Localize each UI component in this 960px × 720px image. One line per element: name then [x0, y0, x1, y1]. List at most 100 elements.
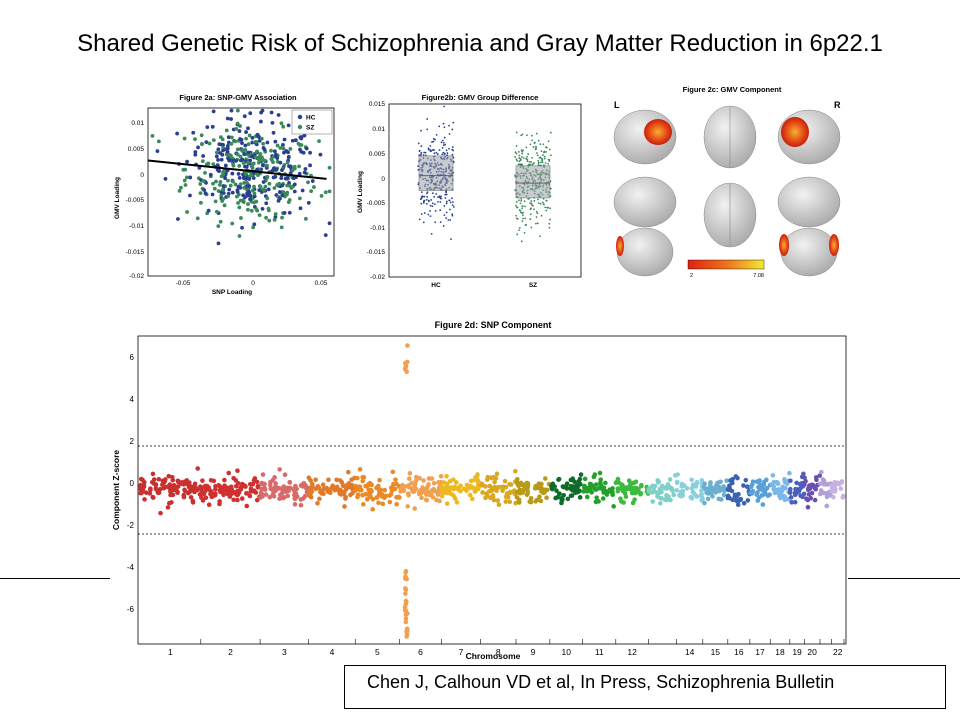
scatter-point-hc: [245, 193, 250, 198]
snp-point-chr13: [651, 488, 657, 494]
snp-point-chr3: [268, 486, 274, 491]
jitter-point-sz: [529, 213, 532, 216]
scatter-point-sz: [275, 143, 280, 148]
snp-point-chr13: [658, 500, 663, 506]
figure-2a-yticks: 0.01 0.005 0 -0.005 -0.01 -0.015 -0.02: [126, 120, 145, 280]
scatter-point-hc: [242, 114, 247, 119]
snp-point-chr9: [543, 476, 548, 481]
scatter-point-sz: [198, 191, 203, 196]
scatter-point-sz: [233, 182, 238, 187]
snp-point-chr11: [597, 470, 603, 476]
snp-point-chr6: [412, 506, 417, 511]
snp-point-chr8: [489, 475, 495, 481]
snp-point-chr1: [190, 498, 196, 504]
snp-point-chr12: [627, 486, 632, 492]
jitter-point-sz: [541, 158, 544, 161]
snp-point-chr1: [191, 487, 196, 493]
scatter-point-sz: [229, 142, 234, 146]
snp-point-chr17: [759, 493, 765, 498]
snp-point-chr15: [721, 492, 727, 498]
scatter-point-hc: [302, 170, 307, 175]
jitter-point-hc: [440, 195, 442, 198]
snp-point-chr13: [659, 483, 665, 489]
scatter-point-hc: [196, 145, 200, 150]
jitter-point-hc: [429, 215, 432, 217]
chromosome-label: 11: [595, 647, 604, 657]
jitter-point-hc: [432, 140, 435, 143]
snp-point-chr20: [810, 482, 816, 488]
jitter-point-sz: [518, 229, 520, 232]
scatter-point-sz: [235, 108, 240, 113]
snp-point-chr14: [694, 479, 700, 485]
snp-point-chr13: [659, 495, 664, 501]
scatter-point-hc: [261, 145, 266, 150]
snp-point-chr4: [346, 469, 351, 475]
snp-point-chr3: [282, 488, 288, 494]
scatter-point-sz: [264, 215, 268, 220]
scatter-point-sz: [233, 139, 238, 144]
jitter-point-sz: [531, 139, 533, 142]
jitter-point-hc: [452, 206, 455, 208]
jitter-point-sz: [540, 150, 543, 153]
snp-point-chr17: [757, 486, 763, 492]
snp-point-chr1: [181, 492, 187, 498]
snp-point-chr8: [485, 474, 491, 480]
jitter-point-sz: [541, 161, 544, 164]
jitter-point-sz: [520, 197, 523, 200]
snp-point-chr15: [724, 478, 729, 483]
jitter-point-hc: [444, 193, 447, 196]
snp-point-chr8: [507, 499, 513, 505]
ytick-label: -6: [127, 605, 135, 614]
scatter-point-hc: [282, 211, 287, 215]
jitter-point-hc: [433, 195, 436, 198]
snp-point-chr5: [359, 487, 364, 493]
snp-point-chr13: [668, 497, 673, 503]
scatter-point-sz: [177, 188, 182, 193]
scatter-point-sz: [220, 187, 225, 192]
legend-marker-hc: [297, 114, 303, 120]
figure-2a-xlabel: SNP Loading: [212, 289, 252, 296]
snp-point-chr8: [501, 485, 507, 490]
scatter-point-sz: [254, 139, 259, 144]
jitter-point-sz: [548, 222, 551, 225]
snp-point-chr1: [149, 479, 155, 485]
scatter-point-hc: [242, 152, 247, 156]
snp-point-chr11: [594, 495, 599, 500]
jitter-point-sz: [549, 207, 552, 210]
snp-point-chr11: [590, 485, 595, 490]
jitter-point-hc: [451, 213, 454, 216]
scatter-point-sz: [185, 210, 189, 214]
jitter-point-hc: [429, 210, 431, 212]
jitter-point-sz: [536, 154, 539, 157]
snp-point-chr21: [821, 478, 827, 484]
jitter-point-sz: [522, 149, 524, 152]
snp-point-chr15: [722, 486, 727, 492]
jitter-point-sz: [533, 200, 536, 202]
jitter-point-sz: [527, 153, 530, 155]
brain-view-top: [703, 105, 757, 169]
snp-point-chr22: [839, 479, 845, 484]
snp-point-chr20: [809, 490, 815, 496]
brain-view-right-lateral: [777, 109, 841, 165]
snp-point-chr6: [406, 484, 412, 490]
snp-point-chr3: [273, 486, 279, 491]
snp-point-chr5: [361, 502, 366, 507]
snp-point-chr7: [468, 478, 474, 484]
jitter-point-hc: [451, 128, 454, 131]
snp-point-chr2: [235, 491, 241, 497]
snp-point-chr16: [745, 484, 751, 490]
snp-point-chr3: [263, 492, 269, 497]
snp-point-chr16: [735, 475, 740, 481]
snp-point-chr5: [390, 469, 396, 475]
snp-point-chr16: [725, 493, 731, 499]
jitter-point-sz: [545, 209, 548, 212]
jitter-point-sz: [514, 151, 517, 154]
snp-point-chr5: [394, 501, 400, 507]
figure-2b-plot-area: [388, 103, 582, 278]
scatter-point-hc: [248, 197, 252, 202]
scatter-point-hc: [280, 168, 284, 173]
snp-point-chr15: [710, 494, 715, 499]
scatter-point-sz: [257, 153, 262, 158]
scatter-point-sz: [211, 138, 216, 143]
snp-peak-point: [403, 612, 409, 617]
